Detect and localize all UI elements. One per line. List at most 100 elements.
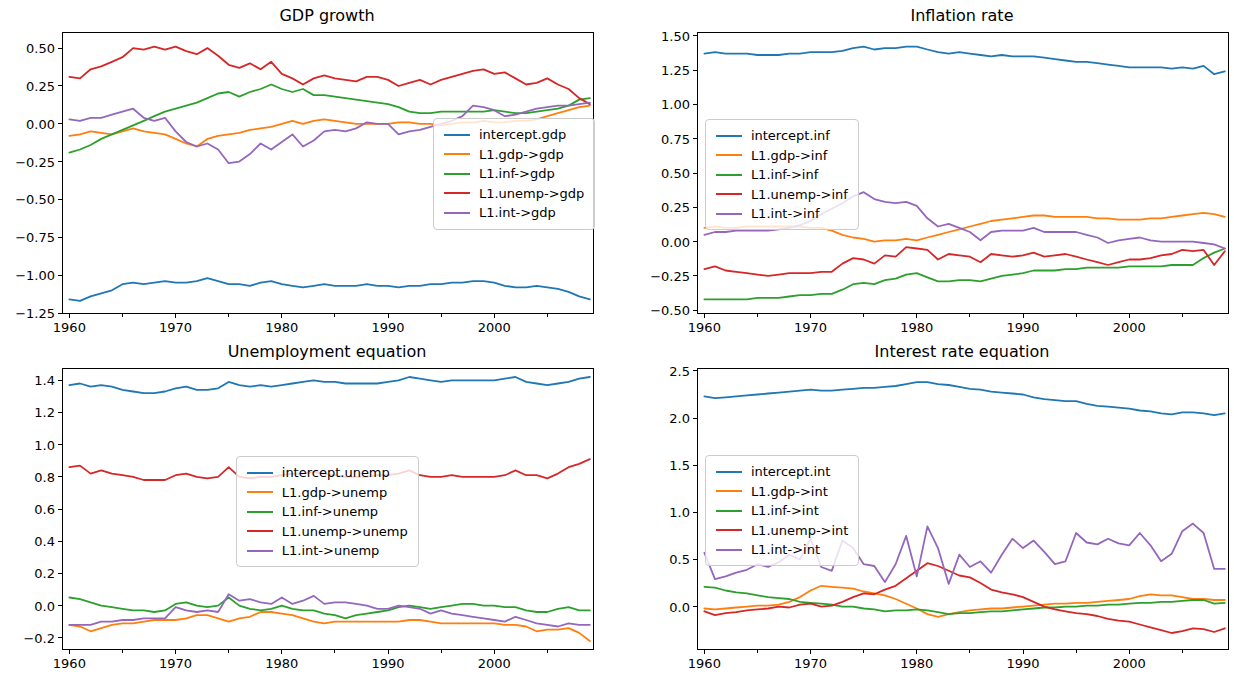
chart-title: Interest rate equation <box>697 342 1227 366</box>
legend-item-label: L1.gdp->unemp <box>282 485 387 500</box>
x-tick-minor <box>969 650 970 653</box>
x-tick <box>810 650 811 654</box>
x-tick-minor <box>863 650 864 653</box>
x-tick-minor <box>441 314 442 317</box>
x-tick-minor <box>863 314 864 317</box>
legend-item-label: L1.int->int <box>751 542 820 557</box>
series-line-L1.gdp->unemp <box>69 612 589 641</box>
x-tick <box>388 314 389 318</box>
legend-item: intercept.int <box>716 462 849 482</box>
x-tick-minor <box>441 650 442 653</box>
y-tick <box>693 207 697 208</box>
legend-item: intercept.unemp <box>247 463 408 483</box>
series-line-L1.inf->unemp <box>69 598 589 619</box>
x-tick-minor <box>547 314 548 317</box>
y-tick-label: 0.2 <box>34 566 55 581</box>
legend-item-label: L1.inf->inf <box>751 167 818 182</box>
x-tick-minor <box>228 650 229 653</box>
legend-item: L1.int->gdp <box>444 203 584 223</box>
y-tick <box>58 161 62 162</box>
y-tick <box>58 199 62 200</box>
legend: intercept.gdpL1.gdp->gdpL1.inf->gdpL1.un… <box>433 118 595 230</box>
y-tick-label: −0.50 <box>650 303 690 318</box>
x-tick-label: 1980 <box>265 320 298 335</box>
legend-line-swatch <box>247 511 273 513</box>
plot-area: 1.41.21.00.80.60.40.20.0−0.2196019701980… <box>62 368 594 650</box>
x-tick-minor <box>334 650 335 653</box>
matplotlib-figure: GDP growth 0.500.250.00−0.25−0.50−0.75−1… <box>0 0 1234 682</box>
legend: intercept.unempL1.gdp->unempL1.inf->unem… <box>236 456 419 568</box>
y-tick <box>58 509 62 510</box>
legend: intercept.intL1.gdp->int L1.inf->int L1.un… <box>705 455 860 567</box>
plot-area: 2.52.01.51.00.50.019601970198019902000in… <box>697 368 1229 650</box>
y-tick <box>693 35 697 36</box>
legend-item: L1.inf->int <box>716 501 849 521</box>
y-tick-label: 0.0 <box>669 599 690 614</box>
series-line-L1.unemp->inf <box>704 247 1224 276</box>
legend-line-swatch <box>716 135 742 137</box>
legend-item-label: L1.gdp->inf <box>751 148 827 163</box>
y-tick <box>58 541 62 542</box>
x-tick <box>69 314 70 318</box>
legend-item-label: L1.unemp->unemp <box>282 524 408 539</box>
series-line-intercept.inf <box>704 47 1224 74</box>
x-tick-minor <box>969 314 970 317</box>
x-tick-label: 1960 <box>688 320 721 335</box>
legend-item: L1.gdp->unemp <box>247 482 408 502</box>
legend-item-label: L1.unemp->inf <box>751 187 848 202</box>
y-tick <box>693 138 697 139</box>
x-tick <box>1129 650 1130 654</box>
y-tick-label: 0.25 <box>661 200 690 215</box>
x-tick <box>704 314 705 318</box>
x-tick-minor <box>122 314 123 317</box>
y-tick-label: 1.4 <box>34 373 55 388</box>
series-line-L1.inf->int <box>704 587 1224 614</box>
y-tick <box>693 370 697 371</box>
subplot-interest-rate-equation: Interest rate equation 2.52.01.51.00.50.… <box>697 342 1227 672</box>
y-tick-label: 1.25 <box>661 63 690 78</box>
y-tick <box>58 476 62 477</box>
legend-line-swatch <box>716 213 742 215</box>
x-tick <box>494 314 495 318</box>
chart-title: Unemployment equation <box>62 342 592 366</box>
x-tick-label: 1990 <box>371 320 404 335</box>
legend-item-label: L1.inf->int <box>751 503 819 518</box>
y-tick-label: 0.8 <box>34 469 55 484</box>
y-tick-label: −0.25 <box>650 268 690 283</box>
x-tick-label: 1960 <box>688 656 721 671</box>
legend-item: L1.unemp->int <box>716 520 849 540</box>
plot-area: 0.500.250.00−0.25−0.50−0.75−1.00−1.25196… <box>62 32 594 314</box>
y-tick <box>693 559 697 560</box>
x-tick-label: 1960 <box>53 320 86 335</box>
y-tick <box>693 418 697 419</box>
legend-item-label: L1.int->inf <box>751 206 820 221</box>
subplot-unemployment-equation: Unemployment equation 1.41.21.00.80.60.4… <box>62 342 592 672</box>
y-tick-label: −0.25 <box>15 154 55 169</box>
x-tick-label: 1970 <box>794 320 827 335</box>
legend-item-label: L1.unemp->gdp <box>479 186 584 201</box>
x-tick <box>175 314 176 318</box>
x-tick <box>281 314 282 318</box>
x-tick-minor <box>1182 650 1183 653</box>
y-tick <box>58 637 62 638</box>
legend-item: L1.int->int <box>716 540 849 560</box>
y-tick-label: 0.0 <box>34 598 55 613</box>
legend-line-swatch <box>247 491 273 493</box>
y-tick <box>693 275 697 276</box>
legend-line-swatch <box>716 174 742 176</box>
legend-item: L1.int->unemp <box>247 541 408 561</box>
legend-line-swatch <box>444 212 470 214</box>
y-tick-label: −1.00 <box>15 268 55 283</box>
y-tick-label: 0.75 <box>661 131 690 146</box>
legend-line-swatch <box>444 173 470 175</box>
y-tick <box>58 380 62 381</box>
legend-item-label: L1.inf->gdp <box>479 166 555 181</box>
y-tick <box>58 123 62 124</box>
legend-item: L1.gdp->int <box>716 481 849 501</box>
y-tick-label: −0.75 <box>15 230 55 245</box>
x-tick-label: 2000 <box>1113 320 1146 335</box>
series-line-intercept.int <box>704 382 1224 415</box>
legend-item-label: L1.unemp->int <box>751 523 849 538</box>
x-tick <box>388 650 389 654</box>
x-tick-label: 1990 <box>371 656 404 671</box>
